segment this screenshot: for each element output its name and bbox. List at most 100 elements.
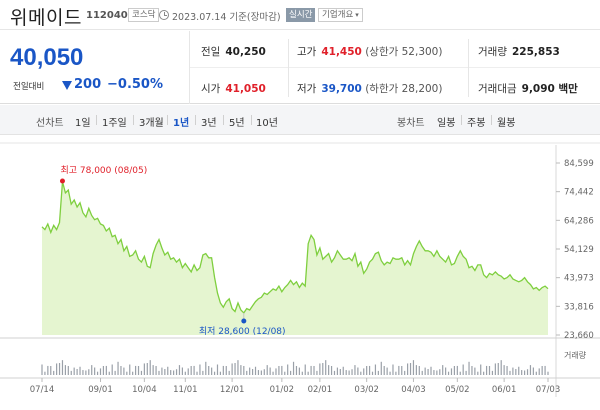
y-tick-label: 54,129 [564, 245, 594, 255]
period-1w[interactable]: 1주일 [102, 118, 127, 129]
volume-bar [316, 370, 318, 375]
volume-bar [377, 370, 379, 375]
volume-bar [117, 361, 119, 375]
volume-bar [328, 365, 330, 375]
volume-bar [281, 365, 283, 375]
price-area [42, 181, 548, 335]
volume-bar [152, 365, 154, 375]
volume-bar [532, 367, 534, 375]
volume-bar [240, 365, 242, 375]
volume-bar [193, 365, 195, 375]
volume-bar [73, 367, 75, 375]
high-stat: 고가 41,450 (상한가 52,300) [297, 44, 442, 59]
volume-bar [99, 368, 102, 375]
volume-bar [474, 367, 476, 375]
volume-bar [477, 371, 479, 375]
volume-bar [295, 366, 298, 375]
volume-bar [79, 366, 81, 375]
volume-bar [301, 371, 303, 375]
volume-bar [254, 366, 257, 375]
divider [251, 115, 252, 125]
volume-bar [485, 365, 488, 375]
divider [223, 115, 224, 125]
min-label: 최저 28,600 (12/08) [199, 326, 286, 337]
volume-bar [380, 361, 382, 375]
volume-bar [468, 361, 470, 375]
company-overview-button[interactable]: 기업개요 ▾ [318, 8, 363, 22]
volume-bar [518, 366, 520, 375]
volume-bar [398, 365, 400, 375]
volume-bar [123, 367, 125, 375]
volume-bar [272, 371, 274, 375]
volume-bar [363, 368, 365, 375]
x-tick-label: 03/02 [354, 385, 379, 395]
candle-chart-label: 봉차트 [397, 118, 425, 129]
trading-value-stat: 거래대금 9,090 백만 [478, 81, 578, 96]
volume-bar [225, 366, 227, 375]
volume-bar [205, 361, 207, 375]
volume-bar [462, 364, 464, 375]
volume-bar [44, 371, 46, 375]
volume-bar [269, 367, 271, 375]
volume-bar [108, 371, 110, 375]
price-chart-svg[interactable]: 84,599 74,442 64,286 54,129 43,973 33,816 23,6… [0, 135, 600, 410]
volume-bar [409, 363, 412, 375]
volume-bar [91, 365, 93, 375]
volume-bar [529, 365, 532, 375]
chevron-down-icon: ▾ [355, 11, 359, 19]
live-button[interactable]: 실시간 [286, 8, 316, 22]
divider [133, 115, 134, 125]
volume-bar [348, 370, 350, 375]
date-text: 2023.07.14 기준(장마감) [172, 12, 281, 23]
period-3m[interactable]: 3개월 [139, 118, 164, 129]
period-1y[interactable]: 1년 [173, 118, 190, 129]
summary-row-divider [190, 67, 600, 68]
volume-bar [313, 366, 315, 375]
volume-bar [447, 371, 450, 375]
candle-monthly[interactable]: 월봉 [497, 118, 516, 129]
period-5y[interactable]: 5년 [229, 118, 245, 129]
volume-bar [424, 367, 426, 375]
volume-bar [480, 364, 482, 375]
change-amount: 200 [74, 77, 102, 92]
divider [167, 115, 168, 125]
company-overview-label: 기업개요 [322, 10, 354, 20]
volume-bar [126, 371, 128, 375]
volume-bar [389, 371, 391, 375]
volume-bar [234, 363, 236, 375]
volume-bar [175, 369, 178, 375]
volume-bar [251, 369, 254, 375]
volume-bar [453, 366, 456, 375]
volume-bar [538, 368, 540, 375]
y-tick-label: 84,599 [564, 159, 594, 169]
x-tick-label: 07/03 [536, 385, 561, 395]
period-3y[interactable]: 3년 [201, 118, 217, 129]
volume-bar [491, 370, 494, 375]
candle-daily[interactable]: 일봉 [437, 118, 456, 129]
volume-bar [143, 363, 145, 375]
candle-weekly[interactable]: 주봉 [467, 118, 486, 129]
period-10y[interactable]: 10년 [256, 118, 278, 129]
volume-bar [368, 365, 371, 375]
volume-bar [307, 371, 309, 375]
summary-col-divider [468, 39, 469, 97]
prev-close-value: 40,250 [225, 46, 266, 58]
price-chart[interactable]: 84,599 74,442 64,286 54,129 43,973 33,816 23,6… [0, 135, 600, 410]
volume-bar [88, 369, 90, 375]
x-tick-label: 11/01 [173, 385, 198, 395]
x-tick-label: 06/01 [492, 385, 517, 395]
y-tick-label: 33,816 [564, 302, 594, 312]
volume-bar [202, 370, 204, 375]
divider [96, 115, 97, 125]
volume-bar [544, 365, 546, 375]
max-label: 최고 78,000 (08/05) [60, 165, 147, 176]
volume-bar [50, 366, 52, 375]
volume-bar [263, 369, 265, 375]
volume-bar [459, 371, 461, 375]
volume-bar [94, 367, 96, 375]
x-tick-label: 07/14 [30, 385, 55, 395]
volume-bar [237, 360, 239, 375]
volume-bar [494, 363, 496, 375]
volume-bar [184, 371, 186, 375]
period-1d[interactable]: 1일 [75, 118, 91, 129]
